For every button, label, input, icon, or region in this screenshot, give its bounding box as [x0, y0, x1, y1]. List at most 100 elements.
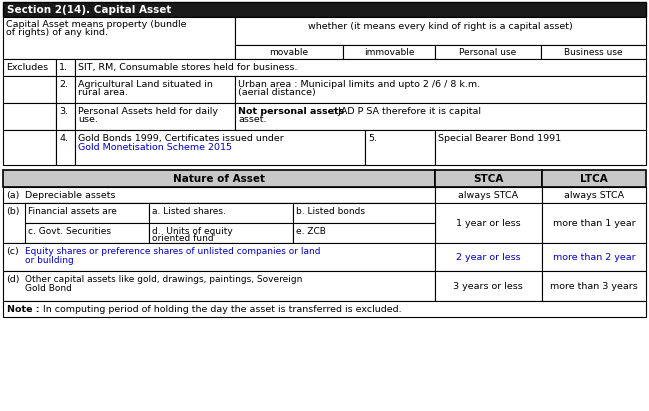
- Text: Other capital assets like gold, drawings, paintings, Sovereign: Other capital assets like gold, drawings…: [25, 275, 302, 284]
- Text: d.  Units of equity: d. Units of equity: [152, 227, 233, 236]
- Bar: [435, 203, 542, 243]
- Bar: [542, 170, 646, 187]
- Text: e. ZCB: e. ZCB: [296, 227, 326, 236]
- Bar: [365, 130, 435, 165]
- Text: Nature of Asset: Nature of Asset: [173, 174, 265, 184]
- Bar: [3, 59, 56, 76]
- Bar: [541, 45, 646, 59]
- Bar: [235, 76, 646, 103]
- Bar: [435, 130, 646, 165]
- Text: always STCA: always STCA: [458, 191, 518, 200]
- Bar: [3, 203, 435, 243]
- Text: movable: movable: [269, 48, 308, 57]
- Text: always STCA: always STCA: [564, 191, 624, 200]
- Text: oriented fund: oriented fund: [152, 234, 214, 243]
- Text: Urban area : Municipal limits and upto 2 /6 / 8 k.m.: Urban area : Municipal limits and upto 2…: [238, 80, 480, 89]
- Bar: [56, 130, 75, 165]
- Bar: [75, 76, 235, 103]
- Bar: [3, 301, 646, 317]
- Text: more than 1 year: more than 1 year: [553, 219, 635, 228]
- Bar: [56, 76, 75, 103]
- Bar: [56, 103, 75, 130]
- Bar: [3, 76, 56, 103]
- Bar: [235, 103, 646, 130]
- Bar: [542, 271, 646, 301]
- Bar: [235, 17, 646, 45]
- Bar: [343, 45, 435, 59]
- Text: Business use: Business use: [564, 48, 622, 57]
- Bar: [3, 103, 56, 130]
- Bar: [3, 243, 435, 271]
- Bar: [542, 243, 646, 271]
- Text: b. Listed bonds: b. Listed bonds: [296, 207, 365, 216]
- Bar: [25, 203, 149, 223]
- Text: c. Govt. Securities: c. Govt. Securities: [28, 227, 111, 236]
- Text: use.: use.: [78, 115, 98, 124]
- Text: rural area.: rural area.: [78, 88, 128, 97]
- Text: 3 years or less: 3 years or less: [453, 282, 523, 291]
- Text: Equity shares or preference shares of unlisted companies or land: Equity shares or preference shares of un…: [25, 247, 321, 256]
- Bar: [293, 223, 435, 243]
- Text: Section 2(14). Capital Asset: Section 2(14). Capital Asset: [7, 5, 171, 15]
- Text: more than 3 years: more than 3 years: [550, 282, 638, 291]
- Text: whether (it means every kind of right is a capital asset): whether (it means every kind of right is…: [308, 22, 572, 31]
- Text: Depreciable assets: Depreciable assets: [25, 191, 116, 200]
- Text: In computing period of holding the day the asset is transferred is excluded.: In computing period of holding the day t…: [40, 305, 402, 314]
- Text: (b): (b): [6, 207, 19, 216]
- Text: 2 year or less: 2 year or less: [456, 253, 520, 262]
- Text: asset.: asset.: [238, 115, 267, 124]
- Text: (aerial distance): (aerial distance): [238, 88, 316, 97]
- Bar: [435, 271, 542, 301]
- Bar: [542, 203, 646, 243]
- Bar: [75, 130, 365, 165]
- Bar: [75, 103, 235, 130]
- Text: 1.: 1.: [59, 63, 68, 72]
- Text: Financial assets are: Financial assets are: [28, 207, 117, 216]
- Text: Personal use: Personal use: [459, 48, 517, 57]
- Bar: [235, 45, 343, 59]
- Bar: [435, 187, 542, 203]
- Text: 3.: 3.: [59, 107, 68, 116]
- Text: immovable: immovable: [363, 48, 414, 57]
- Text: (d): (d): [6, 275, 19, 284]
- Text: of rights) of any kind.: of rights) of any kind.: [6, 28, 108, 37]
- Bar: [435, 170, 542, 187]
- Text: STCA: STCA: [473, 174, 503, 184]
- Text: 4.: 4.: [59, 134, 68, 143]
- Text: SIT, RM, Consumable stores held for business.: SIT, RM, Consumable stores held for busi…: [78, 63, 297, 72]
- Bar: [542, 187, 646, 203]
- Bar: [149, 223, 293, 243]
- Bar: [293, 203, 435, 223]
- Text: (a): (a): [6, 191, 19, 200]
- Bar: [3, 187, 435, 203]
- Text: LTCA: LTCA: [580, 174, 608, 184]
- Text: Capital Asset means property (bundle: Capital Asset means property (bundle: [6, 20, 186, 29]
- Text: Agricultural Land situated in: Agricultural Land situated in: [78, 80, 213, 89]
- Text: Gold Bond: Gold Bond: [25, 284, 72, 293]
- Bar: [435, 243, 542, 271]
- Text: a. Listed shares.: a. Listed shares.: [152, 207, 226, 216]
- Text: Gold Monetisation Scheme 2015: Gold Monetisation Scheme 2015: [78, 143, 232, 152]
- Text: Gold Bonds 1999, Certificates issued under: Gold Bonds 1999, Certificates issued und…: [78, 134, 284, 143]
- Bar: [75, 59, 646, 76]
- Bar: [3, 17, 235, 59]
- Text: or building: or building: [25, 256, 74, 265]
- Text: 5.: 5.: [368, 134, 377, 143]
- Text: more than 2 year: more than 2 year: [553, 253, 635, 262]
- Text: Special Bearer Bond 1991: Special Bearer Bond 1991: [438, 134, 561, 143]
- Text: : JAD P SA therefore it is capital: : JAD P SA therefore it is capital: [332, 107, 481, 116]
- Text: Excludes: Excludes: [6, 63, 48, 72]
- Text: 2.: 2.: [59, 80, 68, 89]
- Text: Personal Assets held for daily: Personal Assets held for daily: [78, 107, 218, 116]
- Bar: [3, 130, 56, 165]
- Text: Note :: Note :: [7, 305, 40, 314]
- Text: 1 year or less: 1 year or less: [456, 219, 520, 228]
- Bar: [56, 59, 75, 76]
- Bar: [3, 170, 435, 187]
- Bar: [149, 203, 293, 223]
- Bar: [3, 2, 646, 17]
- Text: (c): (c): [6, 247, 19, 256]
- Bar: [3, 271, 435, 301]
- Text: Not personal assets: Not personal assets: [238, 107, 344, 116]
- Bar: [435, 45, 541, 59]
